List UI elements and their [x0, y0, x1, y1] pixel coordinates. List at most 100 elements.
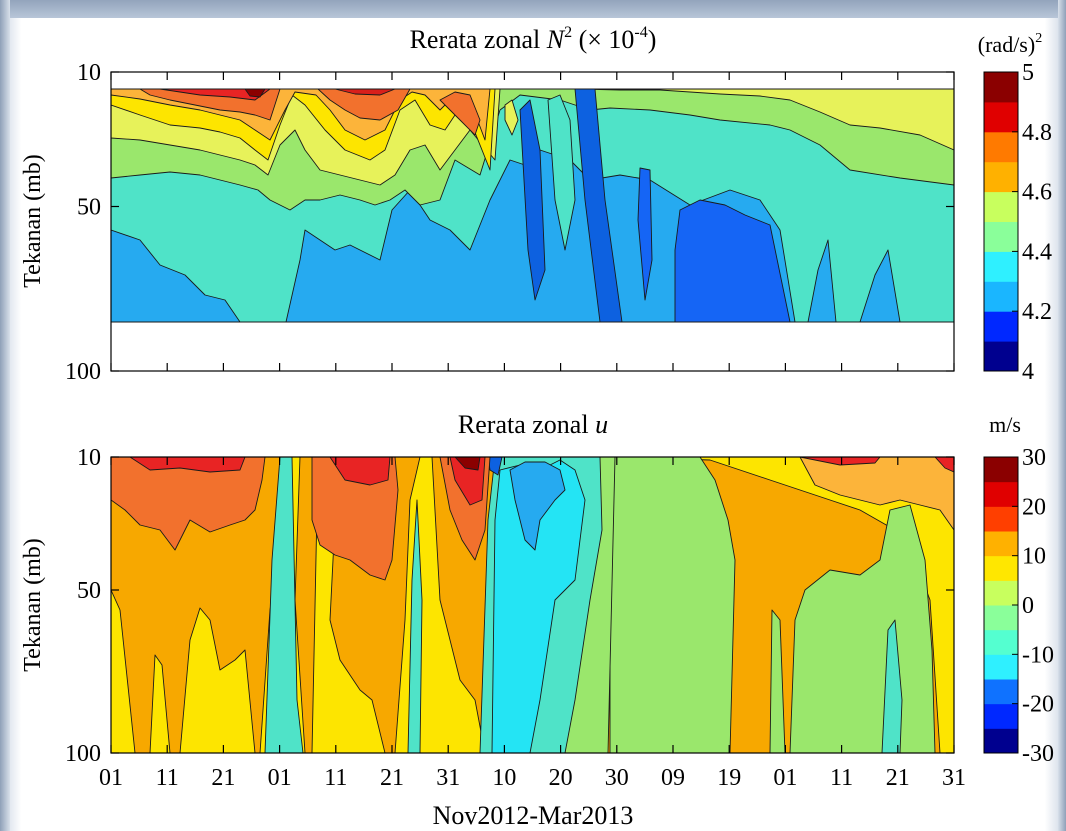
colorbar-swatch	[984, 457, 1018, 483]
colorbar-tick-label: 30	[1022, 445, 1046, 471]
u-contour-neg5-c	[769, 609, 786, 753]
colorbar-swatch	[984, 654, 1018, 680]
u-contour-10-b	[311, 457, 399, 581]
x-tick-label: 11	[830, 765, 853, 791]
n2-colorbar-unit: (rad/s)2	[978, 31, 1042, 57]
colorbar-swatch	[984, 679, 1018, 705]
window-frame-right	[1058, 0, 1066, 831]
x-tick-label: 31	[436, 765, 460, 791]
colorbar-swatch	[984, 281, 1018, 312]
u-y-axis: 10 50 100	[65, 445, 954, 767]
n2-contour-4.1-a	[574, 88, 623, 323]
colorbar-swatch	[984, 251, 1018, 282]
colorbar-tick-label: 4.6	[1022, 180, 1052, 206]
u-contour-neg10-d	[881, 619, 903, 753]
u-colorbar-unit: m/s	[989, 412, 1021, 437]
colorbar-tick-label: 5	[1022, 60, 1034, 86]
u-contour-0-a	[111, 589, 136, 753]
colorbar-swatch	[984, 703, 1018, 729]
colorbar-swatch	[984, 221, 1018, 252]
x-tick-label: 10	[492, 765, 516, 791]
colorbar-tick-label: 4.8	[1022, 120, 1052, 146]
u-contour-15-e	[799, 457, 881, 466]
u-colorbar: 30 20 10 0 -10 -20 -30	[983, 445, 1054, 767]
colorbar-swatch	[984, 506, 1018, 532]
x-tick-label: 21	[886, 765, 910, 791]
y-tick-label: 50	[77, 195, 101, 221]
n2-plot-frame	[110, 71, 955, 372]
n2-contour-4.1-c	[674, 199, 791, 323]
colorbar-tick-label: -10	[1022, 642, 1054, 668]
n2-contour-4.9-b	[334, 88, 396, 96]
u-panel: Rerata zonal u	[20, 410, 1054, 830]
colorbar-swatch	[984, 101, 1018, 133]
colorbar-swatch	[984, 629, 1018, 655]
x-tick-label: 09	[661, 765, 685, 791]
x-tick-label: 21	[211, 765, 235, 791]
n2-contour-5.0	[244, 88, 266, 98]
n2-contour-fill	[111, 88, 954, 323]
colorbar-swatch	[984, 555, 1018, 581]
colorbar-swatch	[984, 311, 1018, 342]
u-contour-10-d	[799, 457, 954, 531]
colorbar-swatch	[984, 580, 1018, 606]
n2-contour-4.1-d	[637, 167, 653, 301]
colorbar-tick-label: -20	[1022, 692, 1054, 718]
x-tick-label: 11	[324, 765, 347, 791]
x-axis-label: Nov2012-Mar2013	[433, 801, 634, 830]
n2-x-ticks	[110, 72, 955, 371]
n2-y-axis: 10 50 100	[65, 60, 954, 385]
window-frame-left	[0, 0, 10, 831]
u-contour-0-b	[149, 654, 171, 753]
n2-contour-4.1-b	[519, 99, 546, 301]
x-tick-label: 01	[268, 765, 292, 791]
y-tick-label: 100	[65, 359, 101, 385]
y-tick-label: 10	[77, 445, 101, 471]
x-tick-label: 01	[773, 765, 797, 791]
n2-panel: Rerata zonal N2 (× 10-4)	[20, 24, 1052, 385]
u-plot-frame	[110, 456, 955, 754]
n2-colorbar: 5 4.8 4.6 4.4 4.2 4	[983, 60, 1052, 385]
u-contour-neg10-a	[264, 457, 304, 753]
u-contour-15-d	[934, 457, 954, 473]
x-tick-label: 20	[549, 765, 573, 791]
n2-title: Rerata zonal N2 (× 10-4)	[410, 24, 657, 54]
u-contour-15-a	[129, 457, 246, 473]
colorbar-tick-label: 4.4	[1022, 239, 1052, 265]
x-tick-label: 30	[605, 765, 629, 791]
u-contour-neg20-a	[509, 461, 566, 551]
u-contour-0-c	[179, 607, 256, 753]
colorbar-swatch	[984, 161, 1018, 193]
colorbar-swatch	[984, 341, 1018, 372]
u-x-ticks: 01 11 21 01 11 21 31 10 20 30 09 19 01 11 21 31	[99, 457, 966, 791]
colorbar-tick-label: 0	[1022, 593, 1034, 619]
colorbar-swatch	[984, 191, 1018, 222]
n2-contour-4.3-b	[547, 94, 576, 251]
colorbar-tick-label: -30	[1022, 741, 1054, 767]
u-contour-fill	[111, 457, 954, 753]
n2-contour-4.8-b	[317, 88, 411, 121]
colorbar-swatch	[984, 72, 1018, 103]
colorbar-frame	[983, 71, 1019, 372]
u-contour-25	[454, 457, 481, 471]
colorbar-swatch	[984, 131, 1018, 163]
n2-contour-4.5-b	[504, 99, 519, 136]
colorbar-tick-label: 4.2	[1022, 299, 1052, 325]
colorbar-swatch	[984, 481, 1018, 507]
colorbar-tick-label: 10	[1022, 544, 1046, 570]
x-tick-label: 01	[99, 765, 123, 791]
x-tick-label: 11	[156, 765, 179, 791]
colorbar-swatch	[984, 531, 1018, 557]
colorbar-tick-label: 20	[1022, 494, 1046, 520]
y-tick-label: 50	[77, 578, 101, 604]
u-contour-neg5-a	[609, 457, 736, 753]
colorbar-swatch	[984, 605, 1018, 631]
y-tick-label: 100	[65, 741, 101, 767]
n2-y-axis-label: Tekanan (mb)	[20, 154, 46, 288]
x-tick-label: 21	[380, 765, 404, 791]
window-frame-top	[0, 0, 1066, 18]
u-title: Rerata zonal u	[458, 410, 608, 439]
u-contour-15-b	[329, 457, 391, 486]
x-tick-label: 19	[717, 765, 741, 791]
